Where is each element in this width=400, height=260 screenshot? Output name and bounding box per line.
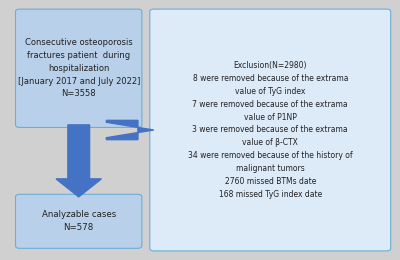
FancyBboxPatch shape (150, 9, 391, 251)
Text: Exclusion(N=2980)
8 were removed because of the extrama
value of TyG index
7 wer: Exclusion(N=2980) 8 were removed because… (188, 61, 352, 199)
FancyBboxPatch shape (16, 194, 142, 248)
FancyArrow shape (106, 120, 154, 140)
Text: Consecutive osteoporosis
fractures patient  during
hospitalization
[January 2017: Consecutive osteoporosis fractures patie… (18, 38, 140, 99)
FancyBboxPatch shape (16, 9, 142, 127)
Text: Analyzable cases
N=578: Analyzable cases N=578 (42, 210, 116, 232)
FancyArrow shape (56, 125, 102, 197)
